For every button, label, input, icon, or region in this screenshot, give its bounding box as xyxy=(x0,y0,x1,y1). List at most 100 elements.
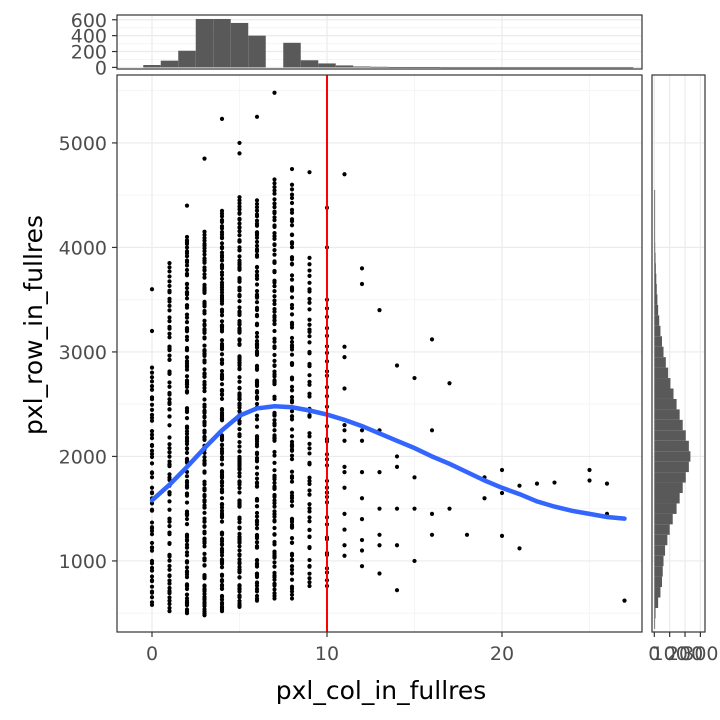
scatter-point xyxy=(167,326,172,331)
y-tick-label: 4000 xyxy=(59,237,107,259)
scatter-point xyxy=(272,289,277,294)
scatter-point xyxy=(307,434,312,439)
scatter-point xyxy=(184,355,190,360)
scatter-point xyxy=(202,272,207,277)
scatter-point xyxy=(167,450,172,455)
scatter-point xyxy=(254,388,260,394)
scatter-point xyxy=(307,273,312,278)
scatter-point xyxy=(237,552,242,557)
right-histogram-bar xyxy=(654,461,689,473)
scatter-point xyxy=(254,212,260,217)
scatter-point xyxy=(289,540,295,545)
scatter-point xyxy=(289,522,295,528)
scatter-point xyxy=(289,302,295,308)
scatter-point xyxy=(149,540,155,546)
scatter-point xyxy=(202,235,207,241)
scatter-point xyxy=(149,532,155,537)
scatter-point xyxy=(167,296,172,302)
scatter-point xyxy=(149,379,155,384)
scatter-point xyxy=(237,201,242,206)
scatter-point xyxy=(289,571,295,576)
scatter-point xyxy=(394,464,400,469)
scatter-point xyxy=(342,438,347,443)
scatter-point xyxy=(342,553,347,558)
scatter-point xyxy=(289,499,295,504)
right-histogram-bar xyxy=(654,263,656,274)
scatter-point xyxy=(517,546,522,551)
scatter-point xyxy=(167,331,172,336)
scatter-point xyxy=(202,241,207,246)
scatter-point xyxy=(167,335,172,340)
scatter-point xyxy=(307,307,312,312)
scatter-point xyxy=(219,530,225,535)
scatter-point xyxy=(254,221,260,226)
scatter-point xyxy=(184,416,190,421)
scatter-point xyxy=(219,208,225,213)
scatter-point xyxy=(307,300,312,305)
scatter-point xyxy=(184,559,190,564)
scatter-point xyxy=(307,534,312,540)
scatter-point xyxy=(202,275,207,280)
scatter-point xyxy=(219,578,225,583)
scatter-point xyxy=(202,367,207,372)
scatter-point xyxy=(254,230,260,235)
scatter-point xyxy=(237,140,242,146)
scatter-point xyxy=(254,339,260,344)
scatter-point xyxy=(184,271,190,276)
scatter-point xyxy=(377,571,382,576)
scatter-point xyxy=(167,288,172,293)
scatter-point xyxy=(219,396,225,401)
scatter-point xyxy=(272,223,277,228)
y-tick-label: 1000 xyxy=(59,551,107,573)
scatter-point xyxy=(237,449,242,454)
x-tick-label: 10 xyxy=(315,643,339,665)
scatter-point xyxy=(219,270,225,275)
scatter-point xyxy=(219,487,225,492)
scatter-point xyxy=(289,417,295,422)
scatter-point xyxy=(219,338,225,343)
scatter-point xyxy=(219,262,225,268)
right-x-tick-label: 100 xyxy=(652,643,688,665)
right-histogram-bar xyxy=(654,398,677,410)
scatter-point xyxy=(447,381,452,386)
scatter-point xyxy=(272,518,277,523)
right-histogram-bar xyxy=(654,315,660,326)
scatter-point xyxy=(254,323,260,328)
scatter-point xyxy=(254,480,260,485)
scatter-point xyxy=(482,496,487,501)
scatter-point xyxy=(289,273,295,278)
scatter-point xyxy=(237,457,242,462)
scatter-point xyxy=(254,305,260,311)
scatter-point xyxy=(307,322,312,327)
right-histogram-bar xyxy=(654,607,656,619)
scatter-point xyxy=(167,454,172,459)
scatter-point xyxy=(202,541,207,546)
scatter-point xyxy=(254,208,260,213)
right-histogram-bar xyxy=(654,409,680,420)
scatter-point xyxy=(202,379,207,384)
scatter-point xyxy=(202,156,207,161)
scatter-point xyxy=(254,218,260,223)
top-histogram-bar xyxy=(353,66,371,68)
right-histogram-bar xyxy=(654,524,670,535)
scatter-point xyxy=(307,580,312,585)
scatter-point xyxy=(149,490,155,495)
scatter-point xyxy=(237,396,242,402)
scatter-point xyxy=(149,443,155,449)
scatter-point xyxy=(167,475,172,480)
scatter-point xyxy=(289,377,295,382)
scatter-point xyxy=(272,509,277,514)
scatter-point xyxy=(219,347,225,352)
scatter-point xyxy=(149,418,155,423)
right-histogram-bar xyxy=(654,304,659,316)
scatter-point xyxy=(359,428,365,433)
scatter-point xyxy=(254,519,260,525)
scatter-point xyxy=(342,464,347,469)
right-histogram-bar xyxy=(654,618,656,629)
scatter-point xyxy=(237,288,242,293)
top-histogram-bar xyxy=(213,18,231,68)
scatter-point xyxy=(184,542,190,547)
scatter-point xyxy=(254,510,260,516)
